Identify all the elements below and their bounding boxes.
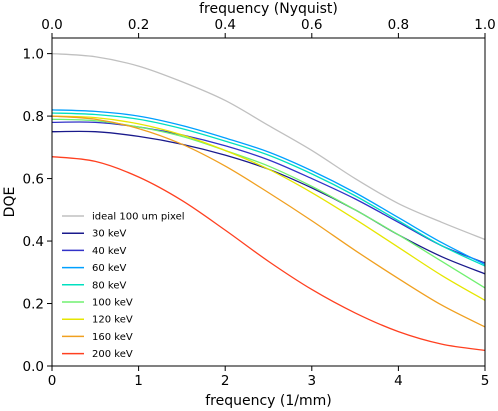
y-tick-label: 0.0: [23, 359, 44, 375]
legend-label: 30 keV: [92, 229, 126, 240]
top-tick-label: 0.0: [41, 17, 62, 33]
legend: ideal 100 um pixel 30 keV 40 keV 60 keV 80 k…: [62, 212, 185, 360]
series-line-60-kev: [51, 109, 486, 266]
legend-item-160-kev: 160 keV: [62, 332, 133, 343]
legend-item-80-kev: 80 keV: [62, 280, 126, 291]
legend-item-ideal-100-um-pixel: ideal 100 um pixel: [62, 212, 185, 223]
series-line-120-kev: [51, 115, 486, 301]
top-tick-label: 0.4: [214, 17, 235, 33]
series-lines: [51, 52, 486, 352]
x-tick-label: 1: [134, 373, 143, 389]
x-axis-ticks: 0 1 2 3 4 5: [48, 366, 490, 389]
legend-item-30-kev: 30 keV: [62, 229, 126, 240]
y-axis-ticks: 0.0 0.2 0.4 0.6 0.8 1.0: [23, 47, 52, 375]
legend-label: ideal 100 um pixel: [92, 212, 185, 223]
legend-label: 100 keV: [92, 298, 133, 309]
series-line-200-kev: [51, 156, 486, 352]
series-line-160-kev: [51, 115, 486, 328]
y-tick-label: 0.2: [23, 297, 44, 313]
top-x-axis-label: frequency (Nyquist): [199, 1, 338, 17]
legend-label: 60 keV: [92, 263, 126, 274]
top-tick-label: 0.2: [128, 17, 149, 33]
top-tick-label: 0.8: [388, 17, 409, 33]
x-tick-label: 5: [481, 373, 490, 389]
legend-label: 80 keV: [92, 280, 126, 291]
legend-item-200-kev: 200 keV: [62, 349, 133, 360]
legend-label: 120 keV: [92, 315, 133, 326]
x-tick-label: 4: [394, 373, 403, 389]
legend-label: 200 keV: [92, 349, 133, 360]
x-axis-label: frequency (1/mm): [205, 393, 332, 409]
y-tick-label: 0.4: [23, 234, 44, 250]
y-tick-label: 0.6: [23, 172, 44, 188]
y-tick-label: 0.8: [23, 109, 44, 125]
top-x-axis-ticks: 0.0 0.2 0.4 0.6 0.8 1.0: [41, 17, 496, 38]
top-tick-label: 1.0: [474, 17, 495, 33]
series-line-ideal-100-um-pixel: [51, 52, 486, 241]
series-line-80-kev: [51, 112, 486, 267]
legend-item-100-kev: 100 keV: [62, 298, 133, 309]
x-tick-label: 2: [221, 373, 230, 389]
legend-label: 160 keV: [92, 332, 133, 343]
legend-label: 40 keV: [92, 246, 126, 257]
y-axis-label: DQE: [2, 187, 18, 218]
plot-area-frame: [51, 37, 486, 367]
x-tick-label: 0: [48, 373, 57, 389]
y-tick-label: 1.0: [23, 47, 44, 63]
legend-item-60-kev: 60 keV: [62, 263, 126, 274]
x-tick-label: 3: [308, 373, 317, 389]
top-tick-label: 0.6: [301, 17, 322, 33]
legend-item-40-kev: 40 keV: [62, 246, 126, 257]
legend-item-120-kev: 120 keV: [62, 315, 133, 326]
